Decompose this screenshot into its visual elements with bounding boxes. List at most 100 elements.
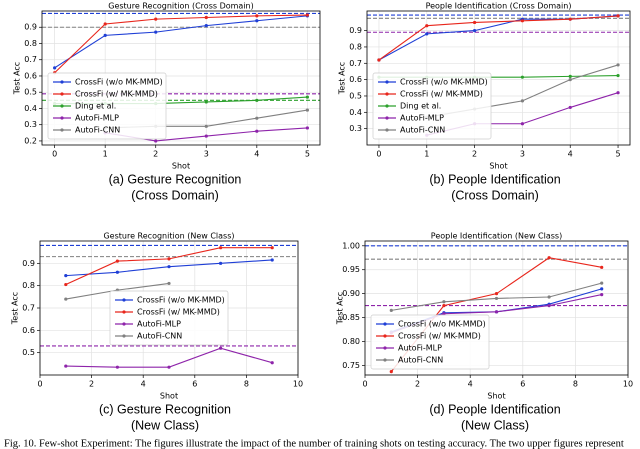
legend-marker [383,358,387,362]
legend-marker [122,310,126,314]
data-point [600,265,604,269]
y-axis-label: Test Acc [13,62,22,95]
y-tick-label: 0.75 [342,361,360,370]
chart-title: People Identification (New Class) [431,232,562,241]
x-tick-label: 4 [468,380,473,389]
legend-label: CrossFi (w/ MK-MMD) [137,308,220,317]
data-point [204,134,208,138]
data-point [472,29,477,33]
data-point [115,365,119,369]
x-tick-label: 0 [362,380,367,389]
data-point [305,13,309,17]
data-point [255,116,259,120]
data-point [204,124,208,128]
legend-label: CrossFi (w/ MK-MMD) [398,332,481,341]
legend-box [370,314,490,370]
legend-label: AutoFi-MLP [400,114,444,123]
plot-frame [41,10,321,146]
y-tick-label: 0.3 [24,120,37,129]
legend-label: AutoFi-CNN [398,356,443,365]
chart-title: Gesture Recognition (Cross Domain) [108,2,253,11]
data-point [568,17,572,21]
y-axis-label: Test Acc [338,62,347,95]
data-point [154,139,158,143]
legend-box [372,72,492,140]
y-tick-label: 0.9 [24,23,37,32]
x-tick-label: 8 [244,380,249,389]
legend-label: AutoFi-MLP [75,114,119,123]
data-point [389,370,393,374]
legend-label: CrossFi (w/o MK-MMD) [137,296,225,305]
chart-title: People Identification (Cross Domain) [426,2,572,11]
y-tick-label: 0.85 [342,313,360,322]
x-tick-label: 2 [472,150,477,159]
x-tick-label: 0 [376,150,381,159]
data-point [270,361,274,365]
panel: People Identification (New Class) Shot Tes… [336,232,634,433]
y-tick-label: 0.6 [24,71,37,80]
legend-label: AutoFi-MLP [398,344,442,353]
series-line [378,15,619,61]
legend-marker [122,322,126,326]
legend-box [109,290,229,346]
data-point [64,274,68,278]
data-point [270,246,274,250]
x-tick-label: 3 [204,150,209,159]
data-point [305,95,309,99]
x-axis-label: Shot [489,162,507,171]
legend-marker [385,104,389,108]
y-tick-label: 0.8 [22,281,35,290]
legend-marker [60,116,64,120]
data-point [600,287,604,291]
data-point [425,32,429,36]
legend-marker [385,80,389,84]
data-point [219,246,223,250]
x-tick-label: 8 [573,380,578,389]
legend-label: CrossFi (w/ MK-MMD) [400,90,483,99]
y-tick-label: 0.8 [24,39,37,48]
series-line [65,347,273,368]
data-point [64,282,68,287]
y-tick-label: 0.6 [349,75,362,84]
x-tick-label: 6 [520,380,525,389]
panel-caption: (New Class) [461,418,529,432]
data-point [616,73,620,78]
data-point [616,91,620,95]
y-tick-label: 0.7 [349,59,362,68]
y-tick-label: 0.4 [349,108,362,117]
y-axis-label: Test Acc [336,292,345,325]
data-point [305,108,309,112]
plot-frame [39,240,299,376]
panel-caption: (c) Gesture Recognition [99,402,231,416]
y-tick-label: 0.5 [22,348,35,357]
data-point [305,126,309,130]
legend-marker [60,80,64,84]
data-point [600,293,604,297]
data-point [472,20,477,25]
x-tick-label: 4 [141,380,146,389]
legend-marker [60,104,64,108]
legend-marker [122,334,126,338]
y-tick-label: 0.5 [349,91,362,100]
x-tick-label: 2 [89,380,94,389]
data-point [494,296,499,301]
data-point [255,129,259,133]
x-tick-label: 10 [623,380,633,389]
legend-label: AutoFi-CNN [137,332,182,341]
legend-label: AutoFi-CNN [400,126,445,135]
x-tick-label: 4 [568,150,573,159]
x-axis-label: Shot [487,392,505,401]
data-point [204,24,208,28]
legend-marker [60,128,64,132]
data-point [616,14,620,18]
chart-title: Gesture Recognition (New Class) [103,232,234,241]
x-tick-label: 2 [415,380,420,389]
legend-label: Ding et al. [75,102,116,111]
panel-caption: (New Class) [131,418,199,432]
y-tick-label: 0.9 [349,26,362,35]
y-tick-label: 0.7 [22,304,35,313]
data-point [204,100,208,104]
data-point [167,257,171,261]
plot-frame [366,10,631,146]
